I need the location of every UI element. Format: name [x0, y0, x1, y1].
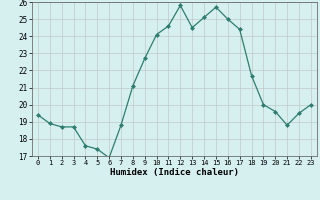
X-axis label: Humidex (Indice chaleur): Humidex (Indice chaleur)	[110, 168, 239, 177]
